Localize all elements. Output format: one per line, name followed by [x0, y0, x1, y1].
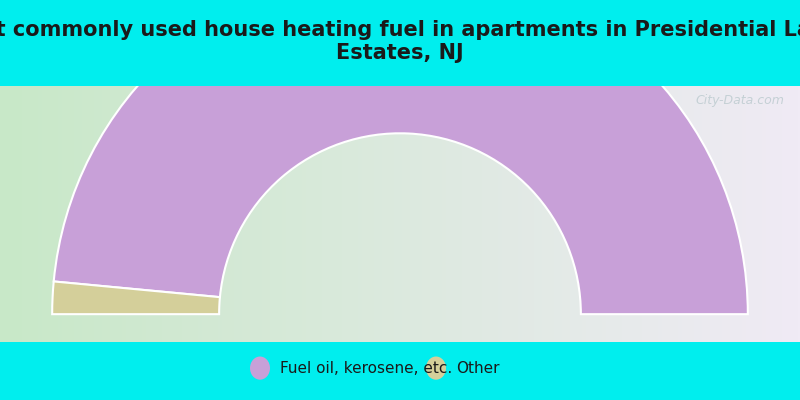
Text: Other: Other [456, 361, 499, 376]
Ellipse shape [426, 356, 446, 380]
Text: Most commonly used house heating fuel in apartments in Presidential Lakes
Estate: Most commonly used house heating fuel in… [0, 20, 800, 63]
Wedge shape [54, 0, 748, 314]
Wedge shape [52, 282, 220, 314]
Text: City-Data.com: City-Data.com [695, 94, 784, 107]
Text: Fuel oil, kerosene, etc.: Fuel oil, kerosene, etc. [280, 361, 452, 376]
Ellipse shape [250, 356, 270, 380]
